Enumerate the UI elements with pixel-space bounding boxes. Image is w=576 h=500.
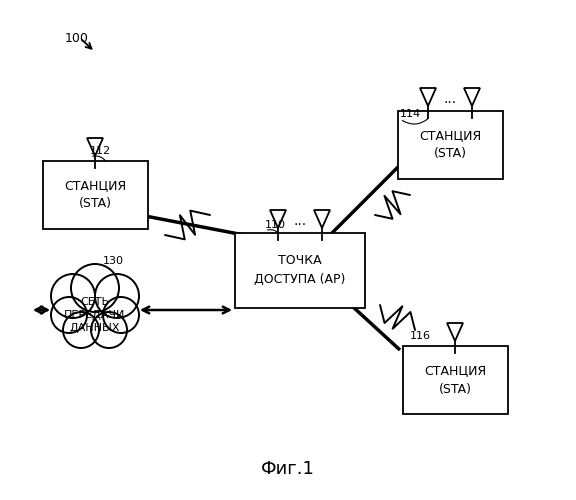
Text: 114: 114 xyxy=(400,109,421,119)
Circle shape xyxy=(63,312,99,348)
Circle shape xyxy=(103,297,139,333)
Bar xyxy=(43,161,147,229)
Polygon shape xyxy=(464,88,480,106)
Bar xyxy=(235,232,365,308)
Text: ...: ... xyxy=(293,214,306,228)
Text: СТАНЦИЯ
(STA): СТАНЦИЯ (STA) xyxy=(64,180,126,210)
Bar xyxy=(403,346,507,414)
Polygon shape xyxy=(87,138,103,156)
Text: ТОЧКА
ДОСТУПА (AP): ТОЧКА ДОСТУПА (AP) xyxy=(255,254,346,286)
Bar xyxy=(397,111,502,179)
Circle shape xyxy=(71,264,119,312)
Text: Фиг.1: Фиг.1 xyxy=(261,460,315,478)
Polygon shape xyxy=(447,323,463,341)
Polygon shape xyxy=(270,210,286,228)
Text: 100: 100 xyxy=(65,32,89,45)
Text: 112: 112 xyxy=(90,146,111,156)
Circle shape xyxy=(95,274,139,318)
Text: 110: 110 xyxy=(265,220,286,230)
Polygon shape xyxy=(420,88,436,106)
Text: СТАНЦИЯ
(STA): СТАНЦИЯ (STA) xyxy=(424,364,486,396)
Polygon shape xyxy=(314,210,330,228)
Text: СЕТЬ
ПЕРЕДАЧИ
ДАННЫХ: СЕТЬ ПЕРЕДАЧИ ДАННЫХ xyxy=(65,297,126,333)
Circle shape xyxy=(65,280,125,340)
Text: ...: ... xyxy=(444,92,457,106)
Circle shape xyxy=(51,297,87,333)
Text: 130: 130 xyxy=(103,256,124,266)
Text: СТАНЦИЯ
(STA): СТАНЦИЯ (STA) xyxy=(419,130,481,160)
Text: 116: 116 xyxy=(410,331,431,341)
Circle shape xyxy=(51,274,95,318)
Circle shape xyxy=(91,312,127,348)
